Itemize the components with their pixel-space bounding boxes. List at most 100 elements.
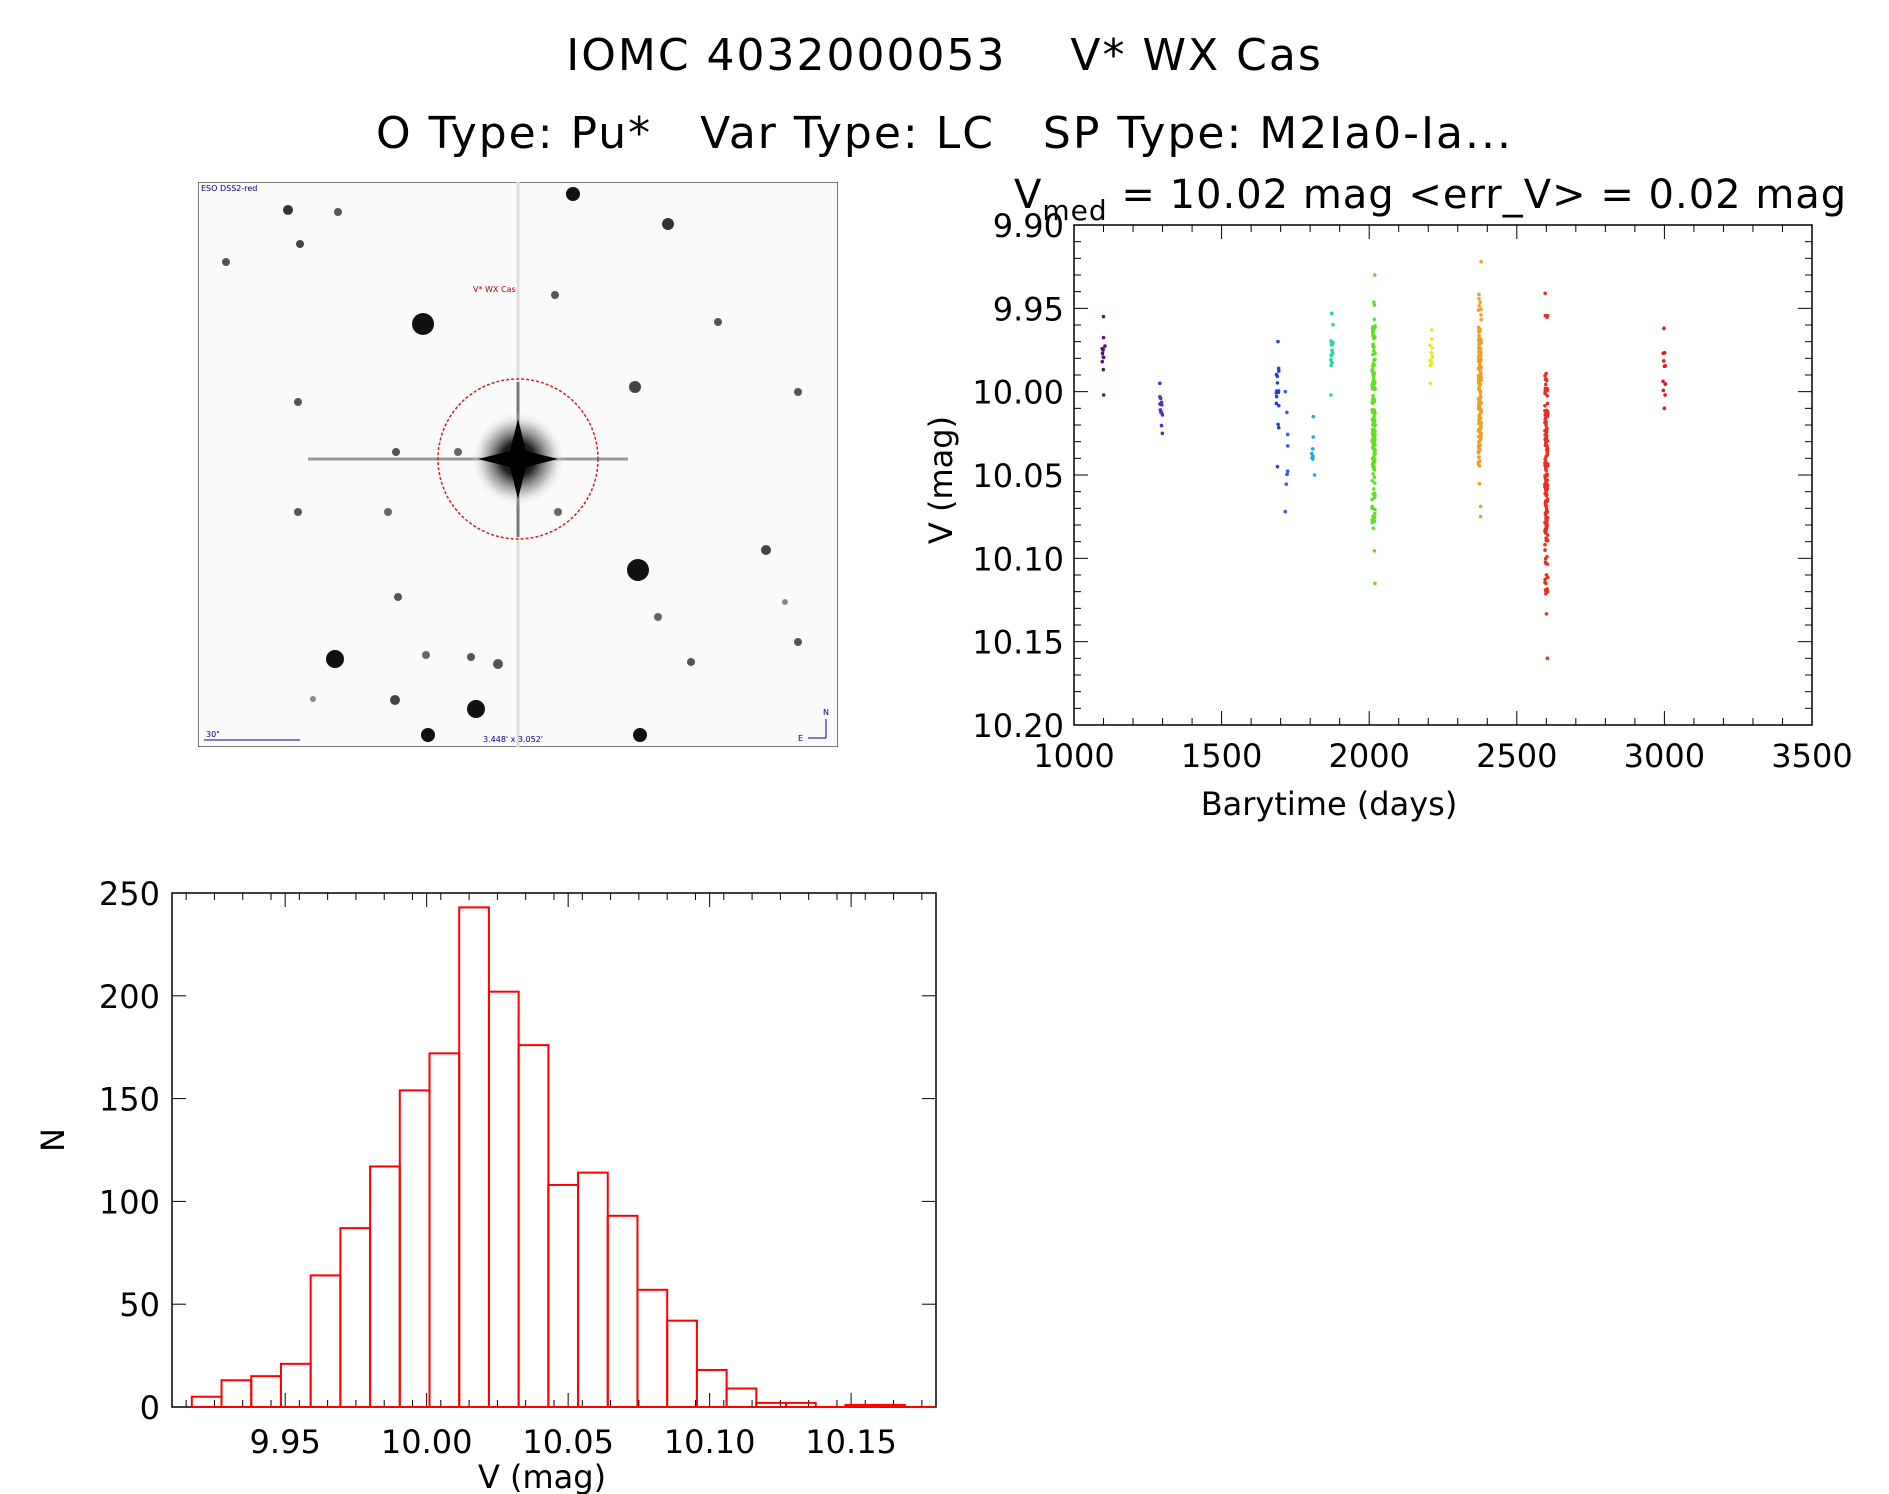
light-curve-title-subscript: med	[1042, 194, 1107, 227]
lc-point	[1103, 344, 1107, 348]
lc-point	[1329, 357, 1333, 362]
lc-point	[1428, 381, 1433, 386]
lc-point	[1371, 427, 1376, 432]
lc-point	[1429, 361, 1434, 366]
lc-point	[1543, 412, 1547, 417]
lc-point	[1662, 364, 1667, 368]
lc-point	[1545, 401, 1550, 406]
lc-point	[1543, 433, 1547, 437]
lc-point	[1545, 445, 1549, 450]
lc-point	[1476, 308, 1481, 312]
lc-point	[1158, 381, 1162, 386]
lc-point	[1101, 367, 1106, 372]
lc-series-5	[1329, 311, 1335, 397]
lc-point	[1430, 354, 1435, 358]
lc-point	[1329, 339, 1333, 343]
lc-point	[1101, 314, 1106, 319]
lc-point	[1370, 520, 1374, 525]
lc-point	[1370, 368, 1375, 373]
lc-point	[1478, 400, 1482, 404]
lc-point	[1479, 378, 1484, 383]
lc-point	[1158, 402, 1163, 406]
lc-point	[1372, 468, 1377, 472]
lc-series-10	[1661, 326, 1668, 411]
lc-point	[1372, 300, 1376, 304]
lc-point	[1543, 588, 1548, 592]
lc-point	[1662, 406, 1667, 411]
light-curve-points	[1100, 259, 1668, 661]
lc-point	[1276, 390, 1281, 395]
figure-title-line2: O Type: Pu* Var Type: LC SP Type: M2Ia0-…	[376, 108, 1513, 159]
lc-point	[1371, 487, 1376, 491]
lc-point	[1544, 481, 1549, 486]
lc-point	[1545, 509, 1549, 513]
lc-point	[1476, 460, 1481, 465]
lc-point	[1276, 339, 1280, 344]
lc-point	[1372, 459, 1377, 464]
lc-point	[1478, 358, 1483, 363]
lc-point	[1371, 372, 1375, 376]
lc-point	[1543, 577, 1547, 582]
lc-point	[1370, 330, 1375, 335]
lc-point	[1371, 416, 1376, 420]
scale-bar-label: 30"	[206, 730, 220, 739]
lc-point	[1372, 397, 1377, 402]
lc-point	[1372, 363, 1376, 367]
lc-point	[1545, 521, 1549, 525]
lc-point	[1373, 411, 1377, 416]
lc-point	[1370, 505, 1375, 510]
lc-point	[1478, 437, 1483, 442]
lc-point	[1285, 469, 1290, 473]
lc-series-1	[1158, 381, 1165, 436]
lc-point	[1372, 336, 1376, 341]
lc-point	[1160, 413, 1165, 417]
lc-point	[1544, 441, 1548, 445]
lc-series-0	[1100, 314, 1107, 397]
lc-point	[1158, 396, 1163, 401]
lc-point	[1430, 328, 1434, 332]
light-curve-title: Vmed = 10.02 mag <err_V> = 0.02 mag	[1014, 172, 1847, 227]
lc-series-4	[1310, 414, 1317, 477]
lc-point	[1545, 462, 1550, 466]
lc-point	[1312, 473, 1317, 477]
lc-point	[1478, 514, 1483, 519]
lc-point	[1274, 394, 1279, 399]
lc-point	[1329, 311, 1334, 316]
lc-series-8	[1476, 259, 1484, 519]
lc-point	[1477, 481, 1482, 486]
lc-xtick-label: 1000	[1033, 737, 1114, 775]
lc-point	[1544, 420, 1548, 424]
lc-point	[1429, 350, 1434, 355]
lc-ytick-label: 9.95	[993, 290, 1064, 328]
lc-point	[1662, 326, 1666, 331]
lc-point	[1543, 503, 1548, 508]
lc-point	[1283, 509, 1288, 514]
lc-point	[1276, 422, 1280, 427]
field-stars	[222, 187, 802, 742]
lc-point	[1545, 313, 1550, 318]
lc-point	[1477, 455, 1481, 460]
lc-point	[1544, 378, 1549, 383]
lc-point	[1329, 363, 1333, 368]
lc-series-3	[1283, 389, 1290, 514]
compass-icon: N E	[798, 708, 829, 743]
lc-point	[1285, 472, 1289, 477]
lc-point	[1371, 352, 1375, 357]
lc-point	[1545, 426, 1549, 431]
lc-point	[1372, 317, 1377, 322]
lc-point	[1311, 414, 1316, 419]
light-curve-title-rest: = 10.02 mag <err_V> = 0.02 mag	[1108, 172, 1848, 218]
lc-point	[1276, 425, 1281, 430]
lc-ytick-label: 9.90	[993, 207, 1064, 245]
lc-point	[1372, 273, 1377, 277]
lc-point	[1276, 403, 1281, 408]
lc-point	[1370, 438, 1375, 442]
lc-xtick-label: 3500	[1771, 737, 1852, 775]
lc-point	[1373, 357, 1377, 362]
lc-point	[1543, 474, 1548, 479]
lc-point	[1477, 386, 1481, 391]
lc-point	[1476, 325, 1481, 330]
lc-point	[1284, 482, 1289, 486]
lc-point	[1661, 351, 1666, 356]
